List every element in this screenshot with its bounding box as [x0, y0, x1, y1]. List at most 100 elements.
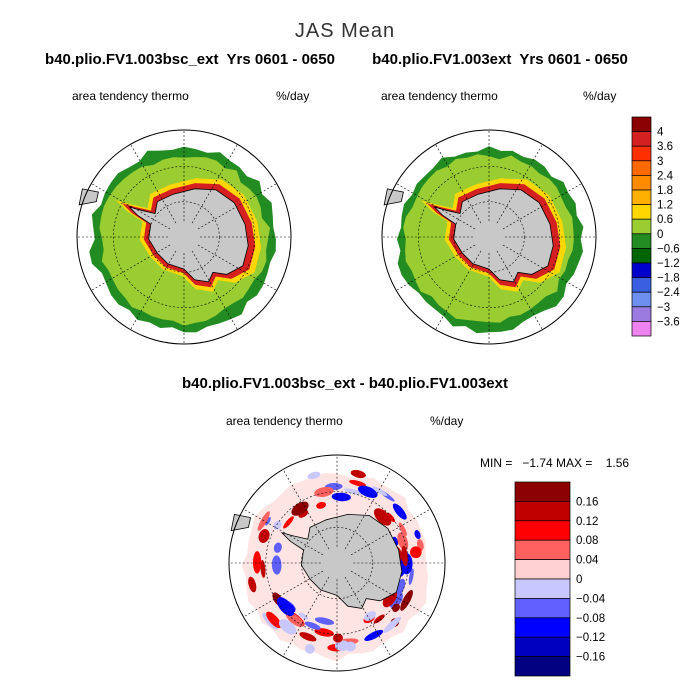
- field-cell: [264, 517, 271, 526]
- field-cell: [258, 529, 270, 543]
- colorbar-label: 2.4: [657, 170, 674, 182]
- field-cell: [304, 621, 321, 630]
- colorbar-box: [631, 189, 652, 205]
- panel-title: b40.plio.FV1.003bsc_ext - b40.plio.FV1.0…: [182, 375, 508, 392]
- field-cell: [299, 632, 317, 642]
- colorbar-box: [631, 277, 652, 293]
- field-cell: [266, 611, 282, 629]
- continent: [280, 513, 403, 609]
- meridian-line: [502, 244, 582, 291]
- field-cell: [414, 530, 421, 540]
- colorbar-box: [631, 291, 652, 308]
- field-cell: [373, 614, 385, 624]
- meridian-line: [502, 183, 582, 230]
- colorbar-label: −2.4: [657, 287, 680, 299]
- colorbar-label: −0.6: [657, 243, 680, 255]
- latitude-line: [113, 166, 255, 308]
- field-cell: [363, 611, 376, 621]
- colorbar-box: [631, 321, 652, 337]
- colorbar-box: [514, 520, 571, 541]
- continent: [433, 188, 554, 283]
- colorbar-box: [631, 160, 652, 176]
- colorbar-box: [631, 306, 652, 322]
- field-cell: [364, 629, 384, 642]
- colorbar-box: [631, 233, 652, 249]
- colorbar-label: −0.04: [576, 593, 606, 605]
- panel-subtitle: area tendency thermo: [381, 89, 498, 103]
- latitude-line: [148, 201, 220, 273]
- meridian-line: [243, 508, 324, 556]
- colorbar-label: 3: [657, 156, 663, 168]
- south-america: [383, 188, 404, 206]
- field-cell: [304, 644, 315, 654]
- field-cell: [278, 619, 297, 635]
- colorbar-label: −0.16: [576, 652, 605, 664]
- field-cell: [260, 560, 266, 578]
- meridian-line: [435, 250, 482, 330]
- map-border: [381, 129, 597, 345]
- colorbar-box: [514, 578, 571, 599]
- field-cell: [285, 602, 296, 613]
- field-cell: [314, 617, 335, 625]
- meridian-line: [197, 183, 277, 230]
- field-cell: [273, 542, 282, 553]
- colorbar-box: [631, 262, 652, 278]
- colorbar-box: [631, 145, 652, 162]
- colorbar-label: 0.08: [576, 535, 598, 547]
- panel-units: %/day: [276, 89, 309, 103]
- colorbar-label: 1.2: [657, 200, 673, 212]
- meridian-line: [91, 244, 171, 291]
- meridian-line: [243, 570, 324, 618]
- panel-subtitle: area tendency thermo: [226, 414, 343, 428]
- panel-units: %/day: [430, 414, 463, 428]
- colorbar-label: 1.8: [657, 185, 673, 197]
- colorbar-box: [631, 248, 652, 264]
- colorbar-label: −0.08: [576, 613, 605, 625]
- latitude-line: [418, 166, 560, 308]
- colorbar-box: [514, 501, 571, 522]
- latitude-line: [265, 491, 409, 635]
- polar-map: [76, 129, 292, 345]
- colorbar-label: 3.6: [657, 141, 673, 153]
- meridian-line: [91, 183, 171, 230]
- field-cell: [252, 551, 262, 574]
- polar-map: [381, 129, 597, 345]
- field-cell: [350, 469, 366, 479]
- colorbar-label: 4: [657, 127, 664, 139]
- colorbar-label: −0.12: [576, 632, 605, 644]
- meridian-line: [344, 576, 392, 657]
- panel-units: %/day: [583, 89, 616, 103]
- map-border: [228, 454, 446, 672]
- south-america: [78, 188, 99, 206]
- colorbar-label: −3.6: [657, 316, 680, 328]
- panel-title: b40.plio.FV1.003ext Yrs 0601 - 0650: [372, 51, 628, 68]
- meridian-line: [130, 144, 177, 224]
- colorbar-box: [514, 598, 571, 619]
- colorbar-box: [514, 481, 571, 502]
- colorbar-label: 0: [657, 229, 663, 241]
- colorbar-box: [631, 131, 652, 147]
- field-cell: [335, 640, 350, 652]
- continent: [128, 188, 249, 283]
- colorbar-label: −3: [657, 302, 670, 314]
- meridian-line: [282, 576, 330, 657]
- figure-title: JAS Mean: [295, 20, 395, 42]
- field-cell: [408, 568, 414, 585]
- map-border: [76, 129, 292, 345]
- colorbar-box: [514, 539, 571, 560]
- colorbar-box: [631, 175, 652, 191]
- colorbar-label: 0.12: [576, 516, 598, 528]
- field-cell: [397, 532, 409, 551]
- field-cell: [343, 488, 364, 495]
- meridian-line: [130, 250, 177, 330]
- field-cell: [291, 501, 309, 516]
- colorbar-label: −1.8: [657, 273, 680, 285]
- latitude-line: [301, 527, 373, 599]
- field-cell: [392, 503, 407, 520]
- field-cell: [271, 555, 282, 575]
- colorbar-label: −1.2: [657, 258, 680, 270]
- field-cell: [372, 486, 388, 496]
- meridian-line: [496, 250, 543, 330]
- meridian-line: [344, 469, 392, 550]
